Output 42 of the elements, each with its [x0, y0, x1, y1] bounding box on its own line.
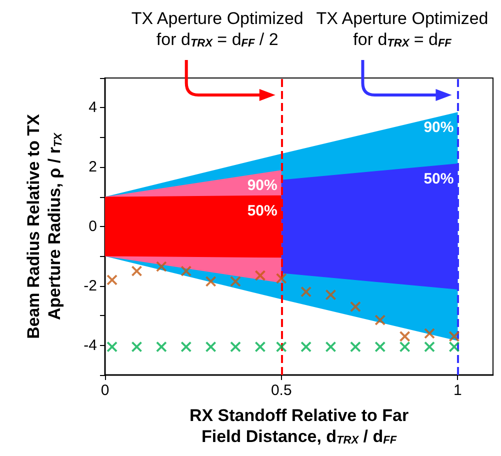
point	[374, 341, 386, 352]
point	[325, 341, 336, 352]
x-tick-label: 0	[100, 382, 110, 399]
point	[106, 274, 118, 286]
point	[205, 276, 216, 287]
point	[325, 289, 336, 300]
point	[374, 314, 386, 326]
point	[156, 341, 167, 352]
point	[230, 276, 242, 287]
y-tick-label: 4	[88, 99, 97, 116]
point	[300, 341, 312, 352]
point	[424, 341, 436, 352]
point	[399, 330, 410, 342]
point	[350, 341, 361, 352]
y-tick-label: -2	[84, 277, 97, 294]
point	[254, 341, 266, 352]
y-tick-label: -4	[84, 336, 97, 354]
series-label: 90%	[247, 177, 278, 194]
point	[230, 341, 242, 352]
point	[276, 341, 287, 352]
point	[448, 330, 460, 342]
point	[350, 301, 361, 312]
point	[254, 270, 266, 282]
point	[448, 341, 460, 352]
point	[156, 261, 167, 272]
series-label: 50%	[424, 170, 454, 188]
point	[399, 341, 410, 352]
y-tick-label: 0	[88, 218, 97, 235]
point	[424, 328, 436, 339]
point	[131, 266, 142, 277]
point	[205, 341, 216, 352]
point	[300, 286, 312, 298]
point	[106, 341, 118, 352]
point	[180, 341, 192, 352]
x-tick-label: 1	[454, 382, 462, 399]
series-label: 50%	[247, 202, 278, 220]
y-tick-label: 2	[88, 158, 97, 176]
point	[180, 266, 192, 277]
x-tick-label: 0.5	[270, 382, 292, 399]
series-label: 90%	[424, 119, 454, 136]
point	[131, 341, 142, 352]
point	[276, 272, 287, 284]
